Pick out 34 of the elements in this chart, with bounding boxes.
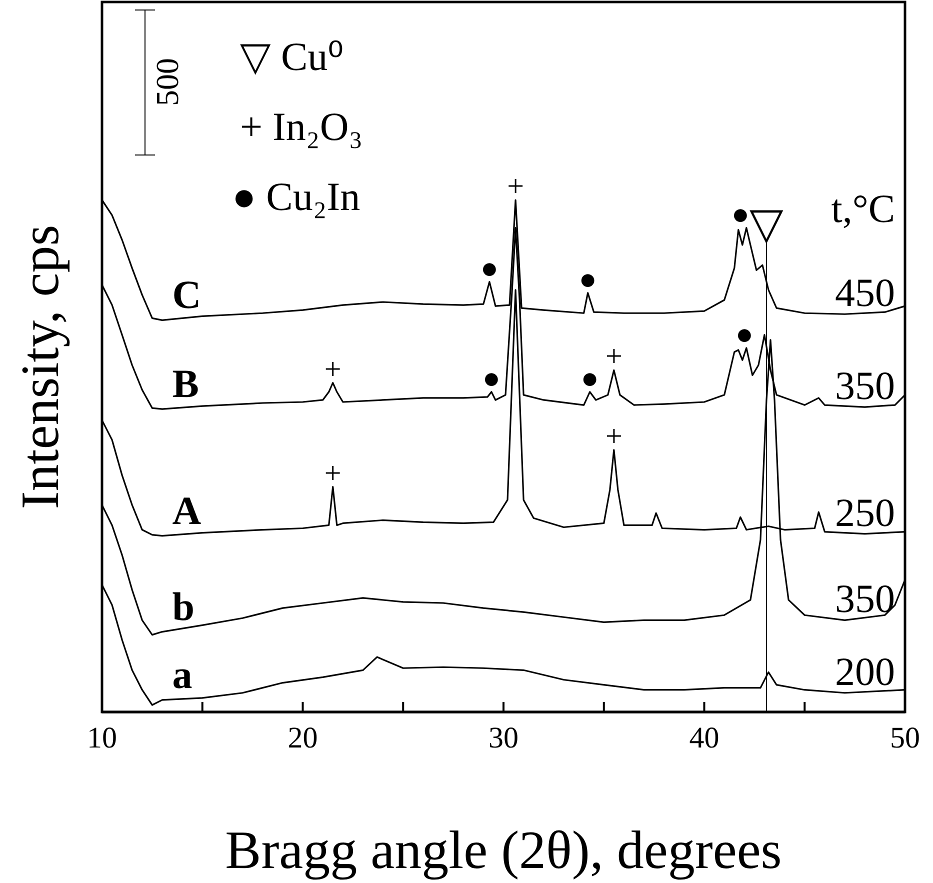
text: + In₂O₃ [240,104,363,149]
x-tick-label: 40 [689,721,720,754]
annotation: t,°C [831,186,895,231]
text: ▽ Cu⁰ [240,34,344,79]
series-label: a [172,652,192,697]
series-label: b [172,584,195,629]
x-tick-label: 50 [890,721,920,754]
annotation: ● [578,262,597,296]
x-tick-label: 20 [288,721,318,754]
x-tick-label: 30 [488,721,518,754]
annotation: 200 [835,648,895,694]
series-label: C [172,272,202,318]
annotation: + [507,170,524,203]
annotation: ● [735,318,754,351]
annotation: ● [580,362,599,395]
x-axis-title: Bragg angle (2θ), degrees [225,820,782,880]
ref-line-label: ▽ [749,199,784,248]
series-label: A [172,488,202,533]
annotation: + [324,456,342,490]
annotation: ● Cu₂In [232,174,360,219]
annotation: + [324,352,342,386]
annotation: + [605,420,622,453]
annotation: 350 [835,576,895,622]
annotation: 450 [835,270,895,316]
annotation: 250 [835,490,895,535]
series-label: B [172,361,199,406]
annotation: ● [731,198,750,231]
y-axis-title: Intensity, cps [10,224,70,510]
annotation: ● [480,252,499,285]
x-tick-label: 10 [87,721,117,754]
text: 500 [149,58,185,106]
annotation: + [605,340,622,374]
annotation: ● [482,362,501,395]
annotation: 350 [835,363,895,408]
